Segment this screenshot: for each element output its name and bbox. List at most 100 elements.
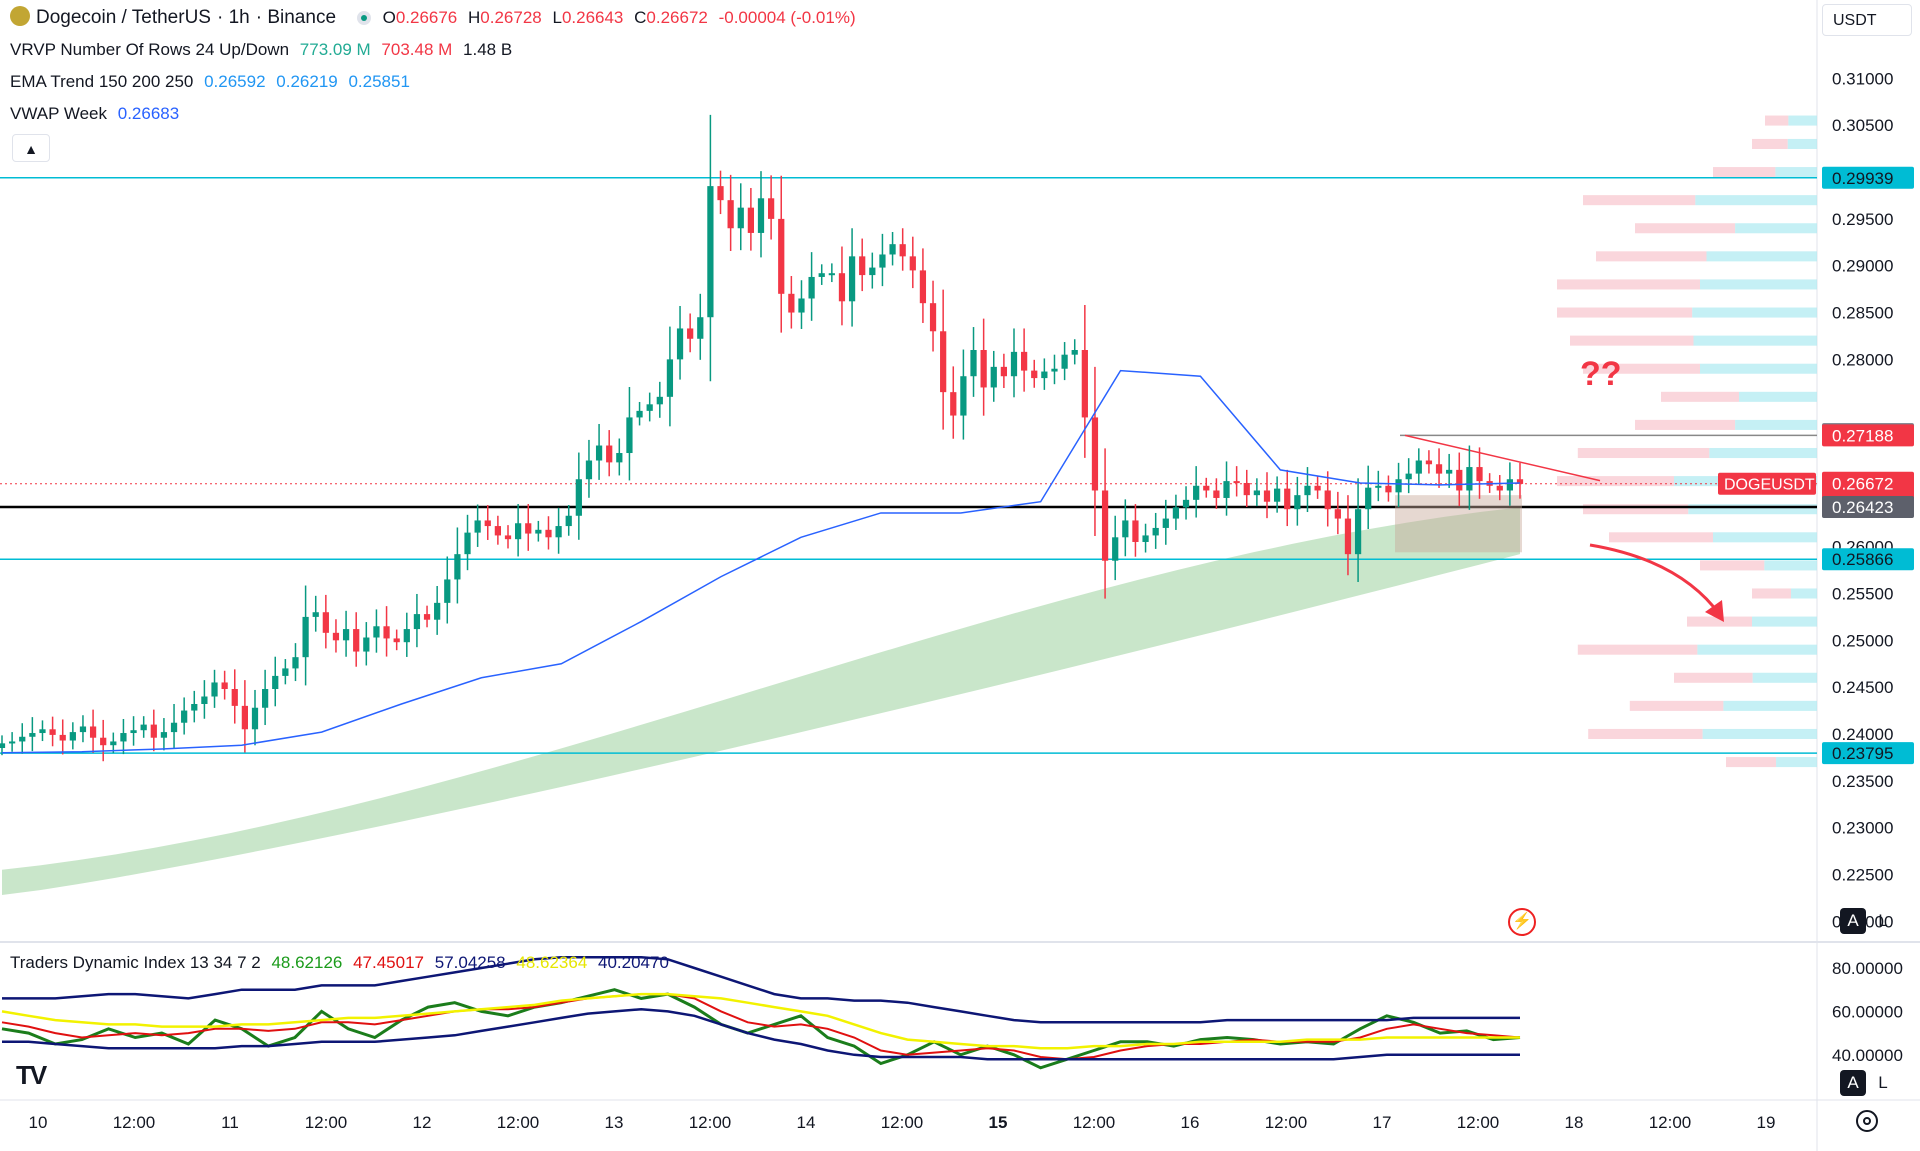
time-tick-label: 13	[605, 1113, 624, 1132]
candle-body	[211, 682, 218, 697]
candle-body	[140, 724, 147, 731]
tdi-base-line	[1, 992, 1520, 1050]
candle-body	[1132, 520, 1139, 542]
chart-header: Dogecoin / TetherUS · 1h · Binance O0.2667…	[10, 6, 868, 29]
time-tick-label: 18	[1565, 1113, 1584, 1132]
time-tick-label: 12:00	[305, 1113, 348, 1132]
tdi-label: Traders Dynamic Index 13 34 7 2	[10, 953, 261, 972]
volume-profile-down-bar	[1596, 251, 1707, 262]
candle-body	[970, 350, 977, 377]
candle-body	[929, 303, 937, 332]
ema-trend-band	[2, 507, 1520, 896]
candle-body	[616, 453, 623, 463]
volume-profile-down-bar	[1726, 757, 1777, 768]
volume-profile-up-bar	[1706, 251, 1817, 262]
candle-body	[1476, 467, 1483, 482]
time-tick-label: 12:00	[1457, 1113, 1500, 1132]
bearish-arrow-head	[1705, 600, 1724, 622]
candle-body	[434, 602, 441, 620]
time-tick-label: 12:00	[689, 1113, 732, 1132]
candle-body	[798, 298, 805, 313]
price-tick-label: 0.23500	[1832, 772, 1893, 791]
candle-body	[1172, 507, 1180, 519]
exchange: Binance	[267, 7, 337, 28]
volume-profile-up-bar	[1739, 391, 1817, 402]
candle-body	[990, 366, 997, 388]
tdi-tick-label: 40.00000	[1832, 1046, 1903, 1065]
candle-body	[9, 741, 16, 744]
price-tick-label: 0.28000	[1832, 350, 1893, 369]
symbol-tag	[1718, 472, 1816, 495]
candle-body	[545, 529, 552, 538]
price-tick-label: 0.25000	[1832, 631, 1893, 650]
currency-selector[interactable]: USDT	[1822, 4, 1912, 36]
volume-profile-up-bar	[1787, 138, 1817, 149]
candle-body	[474, 520, 481, 533]
time-tick-label: 12:00	[1649, 1113, 1692, 1132]
alert-bolt-icon[interactable]: ⚡	[1508, 908, 1536, 936]
ema-legend[interactable]: EMA Trend 150 200 250 0.26592 0.26219 0.…	[10, 72, 416, 92]
candle-body	[778, 218, 785, 294]
candle-body	[626, 417, 633, 454]
volume-profile-down-bar	[1557, 279, 1700, 290]
candle-body	[302, 616, 309, 658]
ema-150: 0.26592	[204, 72, 266, 91]
candle-body	[1425, 460, 1433, 465]
volume-profile-up-bar	[1693, 335, 1817, 346]
candle-body	[1375, 485, 1382, 488]
log-scale-button-lower[interactable]: L	[1878, 1073, 1888, 1092]
auto-scale-button[interactable]: A	[1840, 908, 1866, 934]
candle-body	[1091, 417, 1099, 491]
candle-body	[282, 668, 289, 676]
volume-profile-down-bar	[1588, 728, 1703, 739]
vrvp-legend[interactable]: VRVP Number Of Rows 24 Up/Down 773.09 M …	[10, 40, 518, 60]
candle-body	[1031, 370, 1038, 379]
symbol-name[interactable]: Dogecoin / TetherUS	[36, 7, 211, 28]
price-tick-label: 0.22500	[1832, 865, 1893, 884]
symbol-tag-label: DOGEUSDT	[1724, 477, 1815, 494]
candle-body	[393, 638, 400, 643]
candle-body	[899, 244, 906, 257]
candle-body	[1354, 509, 1362, 555]
price-tag-value: 0.25866	[1832, 550, 1893, 569]
tdi-lower: 40.20470	[598, 953, 669, 972]
candle-body	[1284, 488, 1291, 510]
price-tag	[1822, 742, 1914, 765]
price-tag-value: 0.26423	[1832, 498, 1893, 517]
collapse-legend-button[interactable]: ▲	[12, 134, 50, 162]
candle-body	[413, 614, 421, 630]
candle-body	[1081, 350, 1088, 418]
candle-body	[332, 632, 340, 641]
price-tag-value: 0.23795	[1832, 744, 1893, 763]
volume-profile-down-bar	[1583, 363, 1700, 374]
candle-body	[100, 737, 107, 746]
settings-gear-icon[interactable]	[1856, 1110, 1878, 1132]
candle-body	[788, 293, 795, 313]
candle-body	[1456, 469, 1463, 491]
candle-body	[1263, 490, 1271, 502]
auto-scale-button-lower[interactable]: A	[1840, 1070, 1866, 1096]
price-tag	[1822, 166, 1914, 189]
candle-body	[687, 328, 694, 339]
candle-body	[262, 689, 269, 708]
price-tick-label: 0.28500	[1832, 304, 1893, 323]
log-scale-button[interactable]: L	[1878, 911, 1888, 930]
candle-body	[676, 328, 684, 360]
candle-body	[1193, 485, 1200, 500]
price-tag-value: 0.29939	[1832, 169, 1893, 188]
consolidation-box	[1395, 495, 1522, 553]
vwap-legend[interactable]: VWAP Week 0.26683	[10, 104, 185, 124]
tdi-tick-label: 60.00000	[1832, 1002, 1903, 1021]
candle-body	[342, 629, 350, 641]
volume-profile-up-bar	[1692, 307, 1817, 318]
tdi-legend[interactable]: Traders Dynamic Index 13 34 7 2 48.62126…	[10, 953, 675, 973]
candle-body	[1294, 495, 1301, 510]
candle-body	[363, 637, 370, 652]
candle-body	[19, 736, 26, 742]
candle-body	[1496, 485, 1503, 491]
candle-body	[373, 626, 380, 638]
interval[interactable]: 1h	[228, 7, 250, 28]
candle-body	[808, 276, 815, 299]
candle-body	[1446, 469, 1453, 474]
